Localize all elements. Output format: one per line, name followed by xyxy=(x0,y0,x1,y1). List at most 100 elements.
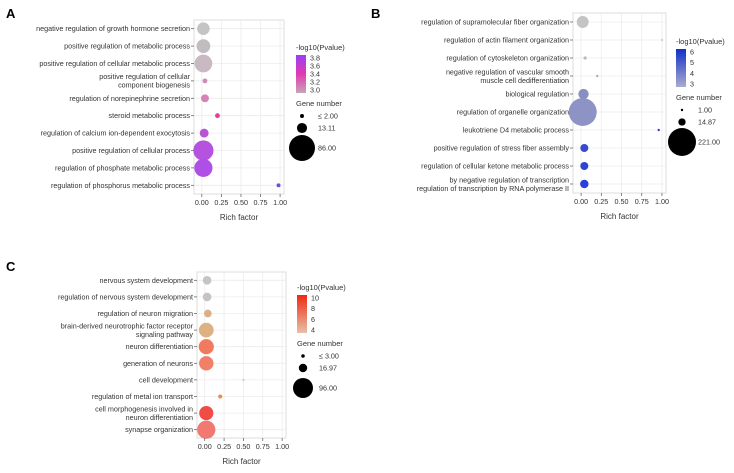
panel-a-category-label: positive regulation of cellular metaboli… xyxy=(39,59,190,68)
panel-a: A negative regulation of growth hormone … xyxy=(6,6,345,222)
panel-b-data-point xyxy=(568,98,597,126)
panel-a-category-label: positive regulation of cellular process xyxy=(72,146,190,155)
panel-a-size-legend-title: Gene number xyxy=(296,99,342,108)
panel-c-data-point xyxy=(218,394,223,399)
panel-b-category-label: regulation of actin filament organizatio… xyxy=(444,36,569,45)
panel-c-category-label: regulation of metal ion transport xyxy=(92,392,193,401)
panel-a-data-point xyxy=(197,22,210,35)
panel-c-data-point xyxy=(199,406,214,421)
panel-b-size-legend-dot xyxy=(668,128,696,156)
panel-a-color-legend-tick: 3.6 xyxy=(310,62,320,71)
panel-a-category-label: regulation of phosphate metabolic proces… xyxy=(55,163,190,172)
panel-c-category-label: generation of neurons xyxy=(123,359,193,368)
panel-c-category-label: regulation of nervous system development xyxy=(58,292,193,301)
panel-a-size-legend-label: 86.00 xyxy=(318,144,336,153)
panel-b-category-label: positive regulation of stress fiber asse… xyxy=(434,144,570,153)
panel-a-size-legend-dot xyxy=(289,135,315,161)
panel-c-color-legend-tick: 8 xyxy=(311,304,315,313)
panel-c-size-legend-title: Gene number xyxy=(297,339,343,348)
panel-c-data-point xyxy=(198,322,214,338)
panel-a-x-tick-label: 0.75 xyxy=(254,198,268,207)
panel-c-size-legend-label: 96.00 xyxy=(319,384,337,393)
panel-a-data-point xyxy=(193,140,214,161)
panel-b-size-legend-label: 14.87 xyxy=(698,118,716,127)
panel-c-color-legend-tick: 10 xyxy=(311,294,319,303)
panel-b-size-legend-dot xyxy=(680,108,684,112)
panel-c-color-legend-tick: 4 xyxy=(311,326,315,335)
panel-a-size-legend-dot xyxy=(296,122,308,134)
panel-c-category-label: synapse organization xyxy=(125,425,193,434)
panel-c-category-label: regulation of neuron migration xyxy=(98,309,194,318)
panel-b-color-legend-tick: 6 xyxy=(690,48,694,57)
panel-a-category-label: positive regulation of metabolic process xyxy=(64,42,190,51)
panel-a-category-label: steroid metabolic process xyxy=(109,111,191,120)
panel-c-letter: C xyxy=(6,259,16,274)
panel-a-category-label: negative regulation of growth hormone se… xyxy=(36,24,190,33)
panel-b-category-label: regulation of organelle organization xyxy=(457,108,569,117)
panel-b-color-legend-title: -log10(Pvalue) xyxy=(676,37,725,46)
panel-b-x-tick-label: 0.25 xyxy=(594,197,608,206)
panel-c-category-label: nervous system development xyxy=(100,276,193,285)
panel-b-category-label: by negative regulation of transcription r… xyxy=(417,175,569,193)
panel-c-category-label: cell morphogenesis involved in neuron dif… xyxy=(95,404,193,422)
panel-a-data-point xyxy=(202,78,208,84)
panel-a-size-legend-label: 13.11 xyxy=(318,124,335,133)
panel-b-size-legend-label: 221.00 xyxy=(698,138,720,147)
panel-c-data-point xyxy=(197,420,216,439)
panel-c-data-point xyxy=(198,339,214,355)
panel-a-category-label: regulation of calcium ion-dependent exoc… xyxy=(41,129,191,138)
panel-a-color-legend-tick: 3.4 xyxy=(310,70,320,79)
panel-c-data-point xyxy=(204,309,212,318)
panel-a-data-point xyxy=(194,54,213,73)
panel-b-category-label: leukotriene D4 metabolic process xyxy=(463,126,570,135)
panel-c-data-point xyxy=(202,275,212,285)
panel-b-color-bar xyxy=(676,49,686,87)
panel-c-category-label: neuron differentiation xyxy=(126,342,193,351)
panel-a-x-tick-label: 1.00 xyxy=(273,198,287,207)
panel-c-size-legend-label: 16.97 xyxy=(319,364,337,373)
panel-b-size-legend-label: 1.00 xyxy=(698,106,712,115)
panel-b-color-legend-tick: 5 xyxy=(690,58,694,67)
panel-a-category-label: positive regulation of cellular component… xyxy=(99,72,190,90)
panel-c-size-legend-dot xyxy=(293,378,313,398)
panel-b-letter: B xyxy=(371,6,380,21)
panel-a-x-tick-label: 0.50 xyxy=(234,198,248,207)
panel-b-size-legend-title: Gene number xyxy=(676,93,722,102)
panel-b-data-point xyxy=(657,128,660,132)
panel-a-size-legend-dot xyxy=(300,114,304,118)
panel-c: C nervous system development regulation o… xyxy=(6,259,346,466)
panel-c-x-tick-label: 0.50 xyxy=(236,442,250,451)
panel-b-x-tick-label: 0.00 xyxy=(574,197,588,206)
panel-b-data-point xyxy=(660,38,664,42)
panel-c-category-label: brain-derived neurotrophic factor recept… xyxy=(61,321,194,339)
panel-a-size-legend-label: ≤ 2.00 xyxy=(318,112,338,121)
panel-b-data-point xyxy=(576,16,589,28)
panel-c-data-point xyxy=(199,356,214,371)
panel-a-category-label: regulation of phosphorus metabolic proce… xyxy=(51,181,190,190)
panel-c-x-tick-label: 0.25 xyxy=(217,442,231,451)
panel-b-x-tick-label: 0.75 xyxy=(635,197,649,206)
panel-b-category-label: regulation of supramolecular fiber organ… xyxy=(421,18,569,27)
panel-b-x-tick-label: 1.00 xyxy=(655,197,669,206)
panel-a-data-point xyxy=(215,113,220,119)
panel-c-x-tick-label: 0.00 xyxy=(198,442,212,451)
panel-c-size-legend-dot xyxy=(301,354,305,358)
panel-a-color-legend-tick: 3.0 xyxy=(310,86,320,95)
panel-b-category-label: negative regulation of vascular smooth mu… xyxy=(446,67,569,85)
panel-b-category-label: regulation of cytoskeleton organization xyxy=(446,54,569,63)
panel-c-color-legend-tick: 6 xyxy=(311,315,315,324)
panel-c-x-tick-label: 1.00 xyxy=(275,442,289,451)
panel-b-data-point xyxy=(578,88,589,100)
panel-c-category-label: cell development xyxy=(139,375,193,384)
panel-a-color-bar xyxy=(296,55,306,93)
panel-c-data-point xyxy=(242,378,245,382)
panel-c-size-legend-dot xyxy=(298,363,308,373)
panel-c-size-legend-label: ≤ 3.00 xyxy=(319,352,339,361)
panel-b: B regulation of supramolecular fiber org… xyxy=(371,6,725,221)
panel-b-size-legend-dot xyxy=(678,118,686,126)
panel-b-color-legend-tick: 4 xyxy=(690,69,694,78)
panel-b-data-point xyxy=(580,162,589,170)
panel-b-category-label: biological regulation xyxy=(505,90,569,99)
panel-b-data-point xyxy=(580,144,589,152)
